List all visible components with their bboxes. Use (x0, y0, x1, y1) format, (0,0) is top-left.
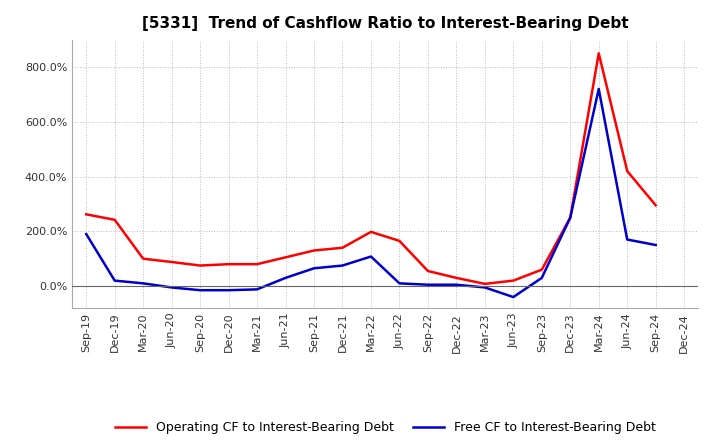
Free CF to Interest-Bearing Debt (110, 278, 119, 283)
Free CF to Interest-Bearing Debt (139, 281, 148, 286)
Free CF to Interest-Bearing Debt (196, 288, 204, 293)
Operating CF to Interest-Bearing Debt (652, 203, 660, 208)
Free CF to Interest-Bearing Debt (652, 242, 660, 248)
Operating CF to Interest-Bearing Debt (167, 259, 176, 264)
Operating CF to Interest-Bearing Debt (566, 215, 575, 220)
Operating CF to Interest-Bearing Debt (395, 238, 404, 244)
Operating CF to Interest-Bearing Debt (225, 261, 233, 267)
Free CF to Interest-Bearing Debt (366, 254, 375, 259)
Free CF to Interest-Bearing Debt (566, 215, 575, 220)
Free CF to Interest-Bearing Debt (480, 285, 489, 290)
Operating CF to Interest-Bearing Debt (366, 229, 375, 235)
Free CF to Interest-Bearing Debt (395, 281, 404, 286)
Legend: Operating CF to Interest-Bearing Debt, Free CF to Interest-Bearing Debt: Operating CF to Interest-Bearing Debt, F… (109, 416, 661, 439)
Free CF to Interest-Bearing Debt (82, 231, 91, 237)
Free CF to Interest-Bearing Debt (537, 275, 546, 281)
Operating CF to Interest-Bearing Debt (595, 51, 603, 56)
Free CF to Interest-Bearing Debt (623, 237, 631, 242)
Free CF to Interest-Bearing Debt (509, 294, 518, 300)
Operating CF to Interest-Bearing Debt (253, 261, 261, 267)
Free CF to Interest-Bearing Debt (452, 282, 461, 287)
Free CF to Interest-Bearing Debt (423, 282, 432, 287)
Free CF to Interest-Bearing Debt (310, 266, 318, 271)
Operating CF to Interest-Bearing Debt (537, 267, 546, 272)
Free CF to Interest-Bearing Debt (167, 285, 176, 290)
Operating CF to Interest-Bearing Debt (452, 275, 461, 281)
Operating CF to Interest-Bearing Debt (139, 256, 148, 261)
Operating CF to Interest-Bearing Debt (623, 169, 631, 174)
Free CF to Interest-Bearing Debt (338, 263, 347, 268)
Free CF to Interest-Bearing Debt (253, 287, 261, 292)
Free CF to Interest-Bearing Debt (595, 86, 603, 92)
Operating CF to Interest-Bearing Debt (82, 212, 91, 217)
Operating CF to Interest-Bearing Debt (110, 217, 119, 223)
Operating CF to Interest-Bearing Debt (310, 248, 318, 253)
Free CF to Interest-Bearing Debt (225, 288, 233, 293)
Line: Operating CF to Interest-Bearing Debt: Operating CF to Interest-Bearing Debt (86, 53, 656, 284)
Operating CF to Interest-Bearing Debt (338, 245, 347, 250)
Operating CF to Interest-Bearing Debt (480, 281, 489, 286)
Line: Free CF to Interest-Bearing Debt: Free CF to Interest-Bearing Debt (86, 89, 656, 297)
Operating CF to Interest-Bearing Debt (423, 268, 432, 274)
Operating CF to Interest-Bearing Debt (282, 255, 290, 260)
Operating CF to Interest-Bearing Debt (196, 263, 204, 268)
Free CF to Interest-Bearing Debt (282, 275, 290, 281)
Title: [5331]  Trend of Cashflow Ratio to Interest-Bearing Debt: [5331] Trend of Cashflow Ratio to Intere… (142, 16, 629, 32)
Operating CF to Interest-Bearing Debt (509, 278, 518, 283)
